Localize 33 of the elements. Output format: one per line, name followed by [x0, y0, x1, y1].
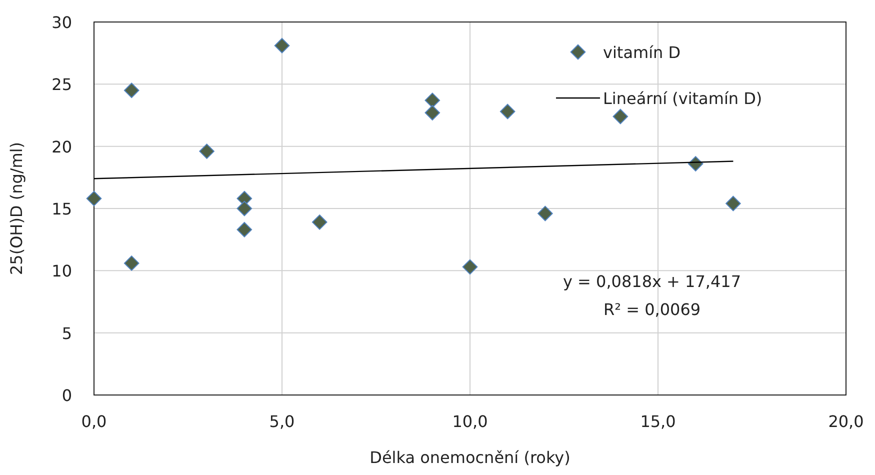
- x-tick-label: 10,0: [452, 412, 488, 431]
- point: [424, 92, 440, 108]
- point: [124, 82, 140, 98]
- y-tick-label: 25: [52, 75, 72, 94]
- y-axis-title: 25(OH)D (ng/ml): [7, 142, 26, 276]
- x-tick-label: 15,0: [640, 412, 676, 431]
- point: [199, 144, 214, 159]
- y-tick-label: 15: [52, 200, 72, 218]
- point: [500, 104, 516, 120]
- y-tick-label: 5: [62, 324, 72, 343]
- x-axis-title: Délka onemocnění (roky): [370, 448, 570, 467]
- y-tick-label: 30: [52, 13, 72, 32]
- y-tick-label: 10: [52, 262, 72, 281]
- point: [86, 190, 102, 206]
- point: [236, 200, 252, 216]
- y-tick-label: 20: [52, 137, 72, 156]
- x-tick-label: 20,0: [828, 412, 864, 431]
- legend-label: vitamín D: [603, 43, 681, 62]
- point: [236, 222, 252, 238]
- point: [726, 196, 741, 212]
- legend-label: Lineární (vitamín D): [603, 89, 762, 108]
- x-tick-label: 0,0: [81, 412, 107, 431]
- point: [424, 105, 440, 120]
- annotation: R² = 0,0069: [603, 300, 701, 319]
- y-tick-label: 0: [62, 386, 72, 405]
- point: [124, 256, 140, 271]
- point: [538, 206, 553, 222]
- annotation: y = 0,0818x + 17,417: [562, 272, 742, 291]
- point: [462, 259, 478, 275]
- point: [274, 38, 290, 54]
- x-tick-label: 5,0: [269, 412, 295, 431]
- point: [612, 108, 628, 124]
- point: [312, 214, 328, 230]
